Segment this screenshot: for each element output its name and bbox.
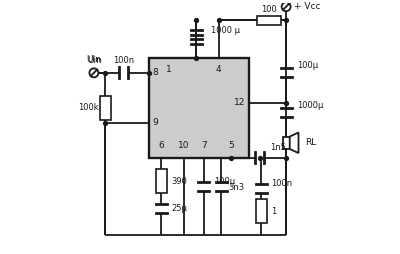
Bar <box>156 169 167 194</box>
Bar <box>256 199 267 224</box>
Text: 7: 7 <box>201 141 207 150</box>
Text: 3n3: 3n3 <box>229 183 245 192</box>
Text: 12: 12 <box>234 98 245 107</box>
Text: 100n: 100n <box>271 180 292 188</box>
Text: 10: 10 <box>178 141 190 150</box>
Text: 1000µ: 1000µ <box>297 101 324 110</box>
Text: 100n: 100n <box>113 56 134 65</box>
Text: 5: 5 <box>228 141 234 150</box>
Text: 1000 µ: 1000 µ <box>211 26 240 35</box>
Text: 100µ: 100µ <box>214 177 235 186</box>
Bar <box>282 137 290 149</box>
Text: 4: 4 <box>216 65 222 74</box>
Text: 1n5: 1n5 <box>270 143 286 152</box>
Bar <box>100 96 111 120</box>
Bar <box>257 16 281 25</box>
Text: 1: 1 <box>166 65 172 74</box>
Text: 6: 6 <box>158 141 164 150</box>
Text: 100k: 100k <box>78 103 99 112</box>
Text: 9: 9 <box>152 118 158 127</box>
Text: RL: RL <box>305 138 316 147</box>
Text: 8: 8 <box>152 68 158 77</box>
Circle shape <box>90 68 98 77</box>
Text: Uin: Uin <box>88 56 102 65</box>
Bar <box>149 58 249 158</box>
Polygon shape <box>290 133 298 153</box>
Text: 390: 390 <box>171 177 187 186</box>
Text: 100: 100 <box>261 5 276 14</box>
Text: Uin: Uin <box>86 55 101 64</box>
Circle shape <box>282 2 291 11</box>
Text: 100µ: 100µ <box>297 61 318 70</box>
Text: 25µ: 25µ <box>171 204 187 213</box>
Text: + Vcc: + Vcc <box>294 2 320 11</box>
Text: 1: 1 <box>271 207 276 216</box>
